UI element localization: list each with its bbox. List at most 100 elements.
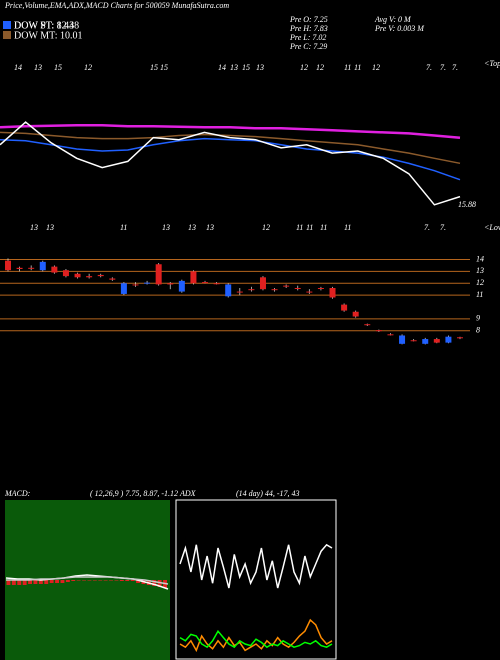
candle-body xyxy=(329,288,336,298)
date-label: 12 xyxy=(372,63,380,72)
candle-body xyxy=(178,280,185,292)
date-label: 11 xyxy=(296,223,303,232)
date-label: 7. xyxy=(452,63,458,72)
date-label: 13 xyxy=(188,223,196,232)
legend-entry: DOW MT: 10.01 xyxy=(14,30,82,41)
annotation: Pre O: 7.25 xyxy=(289,15,328,24)
annotation: <Lows xyxy=(484,223,500,232)
date-label: 11 xyxy=(120,223,127,232)
date-label: 12 xyxy=(300,63,308,72)
candle-body xyxy=(422,339,429,344)
histogram-bar xyxy=(114,580,119,581)
date-label: 14 xyxy=(14,63,22,72)
y-tick-label: 14 xyxy=(476,254,484,263)
candle-body xyxy=(144,282,151,284)
y-tick-label: 9 xyxy=(476,314,480,323)
date-label: 11 xyxy=(354,63,361,72)
candle-body xyxy=(132,284,139,286)
candle-body xyxy=(97,274,104,277)
histogram-bar xyxy=(103,580,108,581)
candle-body xyxy=(167,283,174,285)
histogram-bar xyxy=(55,580,59,583)
histogram-bar xyxy=(136,580,140,583)
candle-body xyxy=(213,283,220,285)
candle-body xyxy=(433,339,440,343)
date-label: 7. xyxy=(424,223,430,232)
date-label: 13 xyxy=(30,223,38,232)
candle-body xyxy=(5,260,11,271)
date-label: 12 xyxy=(316,63,324,72)
macd-subtitle: ( 12,26,9 ) 7.75, 8.87, -1.12 xyxy=(90,489,178,498)
candle-body xyxy=(202,282,209,284)
series-line xyxy=(179,629,333,649)
date-label: 13 xyxy=(162,223,170,232)
chart-title: Price,Volume,EMA,ADX,MACD Charts for 500… xyxy=(4,1,229,10)
date-label: 11 xyxy=(306,223,313,232)
y-tick-label: 11 xyxy=(476,290,483,299)
histogram-bar xyxy=(38,580,43,584)
candle-body xyxy=(190,271,197,284)
candle-body xyxy=(39,261,46,271)
date-label: 7. xyxy=(426,63,432,72)
date-label: 15 xyxy=(242,63,250,72)
date-label: 15 xyxy=(160,63,168,72)
histogram-bar xyxy=(76,580,81,581)
histogram-bar xyxy=(44,580,49,584)
date-label: 11 xyxy=(344,63,351,72)
candle-body xyxy=(341,304,348,311)
y-tick-label: 8 xyxy=(476,326,480,335)
histogram-bar xyxy=(60,580,65,583)
annotation: Avg V: 0 M xyxy=(374,15,412,24)
candle-body xyxy=(364,324,371,326)
macd-title: MACD: xyxy=(4,489,31,498)
candle-body xyxy=(28,267,35,269)
adx-title: ADX xyxy=(179,489,197,498)
adx-subtitle: (14 day) 44, -17, 43 xyxy=(236,489,300,498)
candle-body xyxy=(86,276,93,278)
candle-body xyxy=(283,285,290,287)
date-label: 11 xyxy=(320,223,327,232)
series-line xyxy=(0,137,461,181)
date-label: 7. xyxy=(440,223,446,232)
date-label: 12 xyxy=(84,63,92,72)
series-line xyxy=(6,576,169,585)
candle-body xyxy=(155,264,162,285)
candle-body xyxy=(375,330,382,332)
y-tick-label: 13 xyxy=(476,266,484,275)
date-label: 13 xyxy=(206,223,214,232)
histogram-bar xyxy=(28,580,32,584)
candle-body xyxy=(387,334,394,336)
series-line xyxy=(179,618,333,653)
histogram-bar xyxy=(65,580,70,582)
histogram-bar xyxy=(33,580,38,584)
histogram-bar xyxy=(157,580,162,587)
legend-swatch xyxy=(3,21,11,29)
annotation: 15.88 xyxy=(458,200,476,209)
candle-body xyxy=(445,336,452,343)
histogram-bar xyxy=(130,580,135,581)
histogram-bar xyxy=(125,580,130,581)
annotation: <Tops xyxy=(484,59,500,68)
histogram-bar xyxy=(109,580,113,581)
series-line xyxy=(179,543,333,589)
candle-body xyxy=(225,284,232,297)
candle-body xyxy=(16,267,23,269)
date-label: 13 xyxy=(34,63,42,72)
series-line xyxy=(0,121,461,206)
date-label: 13 xyxy=(46,223,54,232)
candle-body xyxy=(457,337,463,339)
candle-body xyxy=(74,273,81,278)
date-label: 7. xyxy=(440,63,446,72)
annotation: Pre V: 0.003 M xyxy=(374,24,425,33)
legend-swatch xyxy=(3,31,11,39)
series-line xyxy=(0,123,461,140)
date-label: 13 xyxy=(256,63,264,72)
candle-body xyxy=(248,289,255,291)
histogram-bar xyxy=(82,580,86,581)
candle-body xyxy=(271,289,278,291)
date-label: 13 xyxy=(230,63,238,72)
legend-entry: DOW ST: 8.43 xyxy=(14,20,74,31)
candle-body xyxy=(120,283,127,294)
adx-panel xyxy=(175,499,337,660)
